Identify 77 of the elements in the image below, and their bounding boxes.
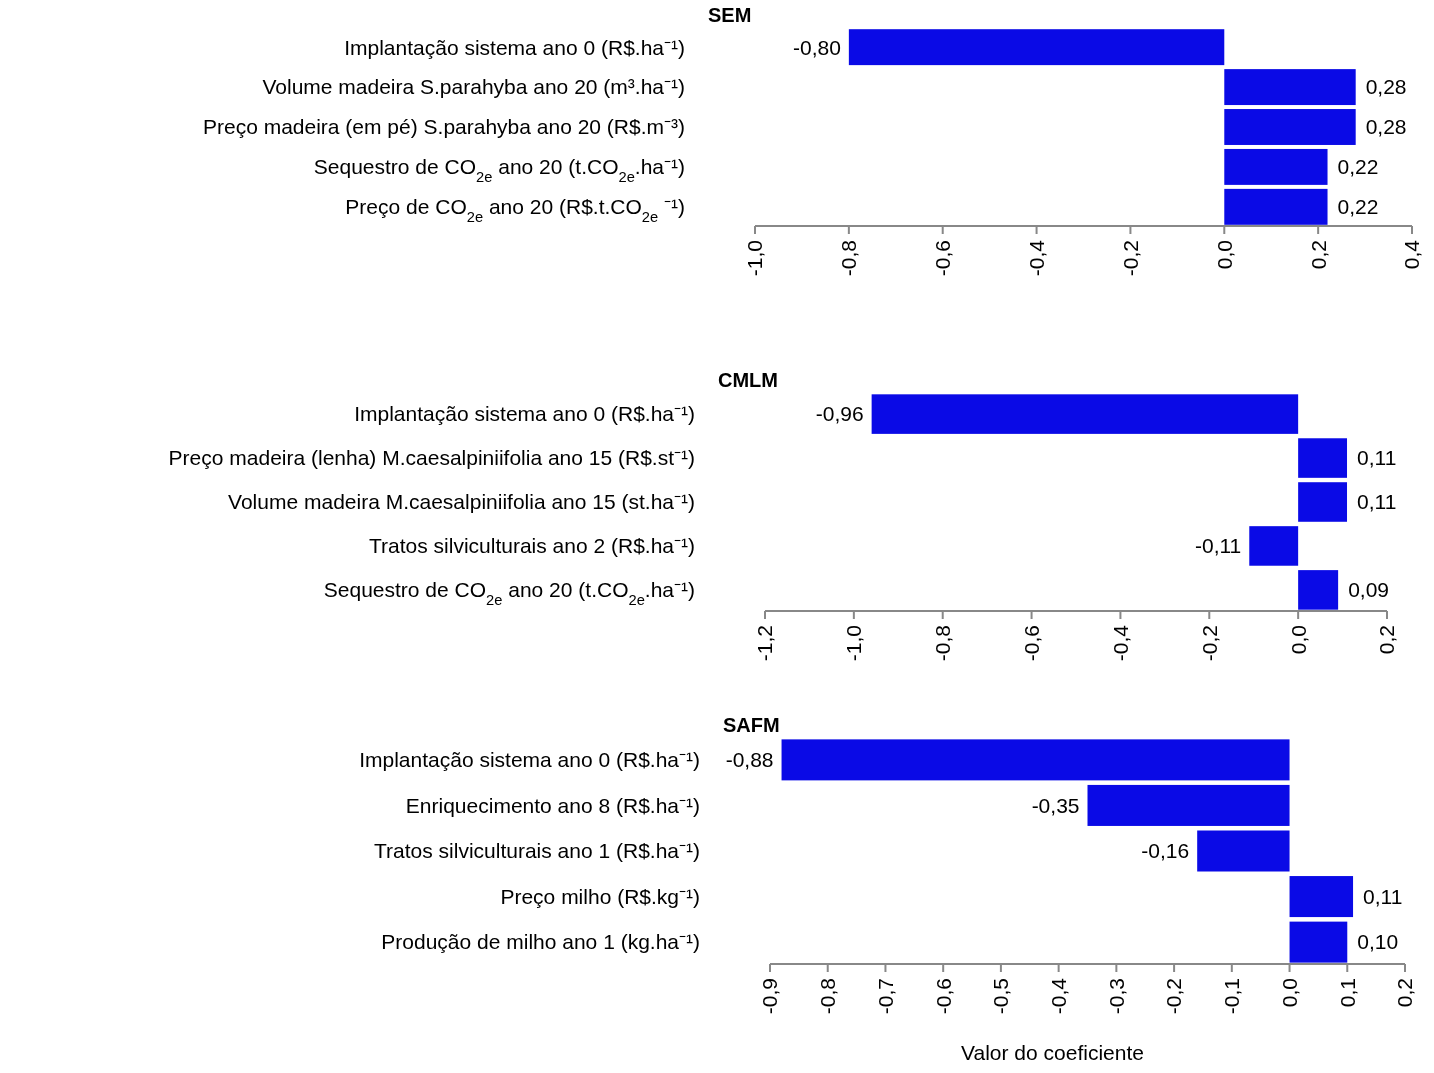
bar	[1224, 148, 1328, 185]
x-tick-label: -0,8	[837, 240, 861, 277]
bar	[1298, 482, 1348, 522]
chart-title: CMLM	[718, 369, 778, 391]
y-tick-label: Implantação sistema ano 0 (R$.ha⁻¹)	[344, 35, 685, 59]
y-tick-label: Tratos silviculturais ano 2 (R$.ha⁻¹)	[369, 534, 695, 558]
y-tick-label: Implantação sistema ano 0 (R$.ha⁻¹)	[354, 402, 695, 426]
x-tick-label: 0,0	[1212, 240, 1236, 270]
bar	[848, 29, 1225, 66]
x-tick-label: -1,0	[842, 625, 866, 662]
data-label: 0,11	[1363, 884, 1403, 908]
data-label: 0,22	[1337, 195, 1379, 219]
y-tick-label: Tratos silviculturais ano 1 (R$.ha⁻¹)	[374, 839, 700, 863]
x-tick-label: -0,6	[931, 978, 955, 1015]
bar	[1289, 921, 1348, 963]
data-label: -0,35	[1031, 793, 1080, 817]
x-tick-label: -0,2	[1162, 978, 1186, 1015]
x-tick-label: -0,8	[931, 625, 955, 662]
bar	[1224, 109, 1356, 145]
data-label: -0,88	[725, 748, 774, 772]
x-tick-label: 0,0	[1277, 978, 1301, 1008]
x-tick-label: -0,1	[1220, 978, 1244, 1015]
y-tick-label: Volume madeira M.caesalpiniifolia ano 15 (st.ha⁻¹)	[228, 490, 695, 514]
y-tick-label: Preço madeira (lenha) M.caesalpiniifolia ano 15 (R$.st⁻¹)	[168, 446, 695, 470]
y-tick-label: Enriquecimento ano 8 (R$.ha⁻¹)	[405, 793, 700, 817]
y-tick-label: Preço de CO$_{2e}$ ano 20 (R$.t.CO$_{2e}$ ⁻¹)	[345, 195, 685, 226]
data-label: 0,28	[1365, 115, 1407, 139]
y-tick-label: Sequestro de CO$_{2e}$ ano 20 (t.CO$_{2e}$.ha⁻¹)	[323, 578, 695, 609]
bar	[1224, 69, 1356, 106]
x-tick-label: -1,2	[753, 625, 777, 662]
data-label: 0,11	[1357, 446, 1397, 470]
x-tick-label: -0,8	[816, 978, 840, 1015]
data-label: 0,22	[1337, 155, 1379, 179]
x-tick-label: -0,6	[1019, 625, 1043, 662]
bar	[1224, 188, 1328, 225]
x-tick-label: -0,7	[873, 978, 897, 1015]
bar	[1197, 830, 1290, 872]
data-label: 0,10	[1357, 930, 1399, 954]
chart-title: SAFM	[723, 714, 780, 736]
data-label: -0,80	[792, 35, 841, 59]
data-label: 0,28	[1365, 75, 1407, 99]
bar	[1289, 876, 1354, 918]
x-tick-label: -0,5	[989, 978, 1013, 1015]
x-tick-label: -0,4	[1046, 977, 1070, 1015]
y-tick-label: Sequestro de CO$_{2e}$ ano 20 (t.CO$_{2e}$.ha⁻¹)	[313, 155, 685, 186]
x-tick-label: -0,4	[1108, 624, 1132, 662]
x-tick-label: 0,2	[1393, 978, 1417, 1008]
x-tick-label: -0,6	[931, 240, 955, 277]
y-tick-label: Implantação sistema ano 0 (R$.ha⁻¹)	[359, 748, 700, 772]
y-tick-label: Preço madeira (em pé) S.parahyba ano 20 (R$.m⁻³)	[202, 115, 685, 139]
bar	[871, 394, 1299, 434]
data-label: 0,11	[1357, 490, 1397, 514]
x-axis-title: Valor do coeficiente	[961, 1041, 1144, 1064]
bar	[1298, 570, 1339, 610]
bar	[781, 739, 1290, 781]
x-tick-label: 0,1	[1335, 978, 1359, 1008]
x-tick-label: 0,2	[1306, 240, 1330, 270]
data-label: -0,11	[1194, 534, 1242, 558]
x-tick-label: 0,0	[1286, 625, 1310, 655]
y-tick-label: Volume madeira S.parahyba ano 20 (m³.ha⁻¹)	[262, 75, 685, 99]
bar	[1249, 526, 1299, 566]
x-tick-label: -0,9	[758, 978, 782, 1015]
bar	[1087, 784, 1290, 826]
data-label: -0,96	[815, 402, 864, 426]
x-tick-label: -1,0	[743, 240, 767, 277]
x-tick-label: -0,3	[1104, 978, 1128, 1015]
x-tick-label: 0,4	[1400, 239, 1424, 270]
x-tick-label: -0,2	[1197, 625, 1221, 662]
x-tick-label: -0,2	[1118, 240, 1142, 277]
data-label: 0,09	[1348, 578, 1389, 602]
chart-title: SEM	[708, 4, 752, 26]
data-label: -0,16	[1141, 839, 1190, 863]
y-tick-label: Produção de milho ano 1 (kg.ha⁻¹)	[381, 930, 700, 954]
y-tick-label: Preço milho (R$.kg⁻¹)	[500, 884, 700, 908]
bar	[1298, 438, 1348, 478]
x-tick-label: -0,4	[1024, 239, 1048, 277]
x-tick-label: 0,2	[1375, 625, 1399, 655]
